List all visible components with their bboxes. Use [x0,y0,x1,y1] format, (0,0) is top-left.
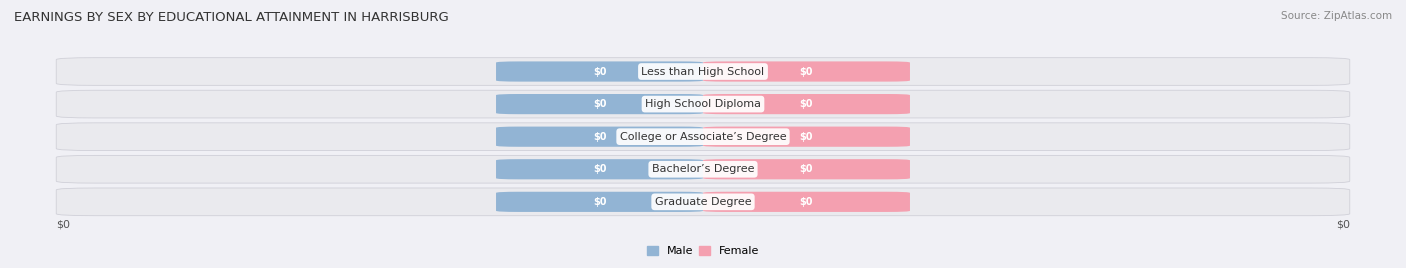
Text: $0: $0 [800,99,813,109]
Text: $0: $0 [593,132,606,142]
Text: Less than High School: Less than High School [641,66,765,77]
FancyBboxPatch shape [703,192,910,212]
Text: Source: ZipAtlas.com: Source: ZipAtlas.com [1281,11,1392,21]
FancyBboxPatch shape [703,94,910,114]
Text: $0: $0 [593,66,606,77]
Text: High School Diploma: High School Diploma [645,99,761,109]
Text: $0: $0 [593,197,606,207]
Text: $0: $0 [800,66,813,77]
Text: $0: $0 [800,132,813,142]
Text: $0: $0 [593,99,606,109]
FancyBboxPatch shape [56,188,1350,216]
FancyBboxPatch shape [703,61,910,82]
Text: $0: $0 [800,164,813,174]
FancyBboxPatch shape [496,61,703,82]
Text: EARNINGS BY SEX BY EDUCATIONAL ATTAINMENT IN HARRISBURG: EARNINGS BY SEX BY EDUCATIONAL ATTAINMEN… [14,11,449,24]
Text: $0: $0 [1336,220,1350,230]
FancyBboxPatch shape [56,123,1350,151]
FancyBboxPatch shape [56,90,1350,118]
FancyBboxPatch shape [56,155,1350,183]
Text: College or Associate’s Degree: College or Associate’s Degree [620,132,786,142]
FancyBboxPatch shape [496,192,703,212]
FancyBboxPatch shape [703,126,910,147]
FancyBboxPatch shape [703,159,910,179]
Legend: Male, Female: Male, Female [643,241,763,261]
Text: $0: $0 [56,220,70,230]
FancyBboxPatch shape [496,159,703,179]
FancyBboxPatch shape [56,58,1350,85]
FancyBboxPatch shape [496,126,703,147]
Text: Bachelor’s Degree: Bachelor’s Degree [652,164,754,174]
Text: $0: $0 [800,197,813,207]
Text: $0: $0 [593,164,606,174]
Text: Graduate Degree: Graduate Degree [655,197,751,207]
FancyBboxPatch shape [496,94,703,114]
